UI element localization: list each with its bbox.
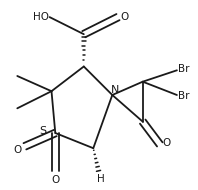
Text: S: S	[39, 126, 47, 136]
Text: O: O	[13, 145, 21, 155]
Text: HO: HO	[33, 12, 50, 22]
Text: O: O	[51, 175, 59, 184]
Text: H: H	[97, 174, 105, 184]
Text: N: N	[111, 85, 119, 95]
Text: O: O	[120, 12, 128, 22]
Text: Br: Br	[178, 64, 189, 74]
Text: Br: Br	[178, 91, 189, 101]
Text: O: O	[163, 139, 171, 148]
